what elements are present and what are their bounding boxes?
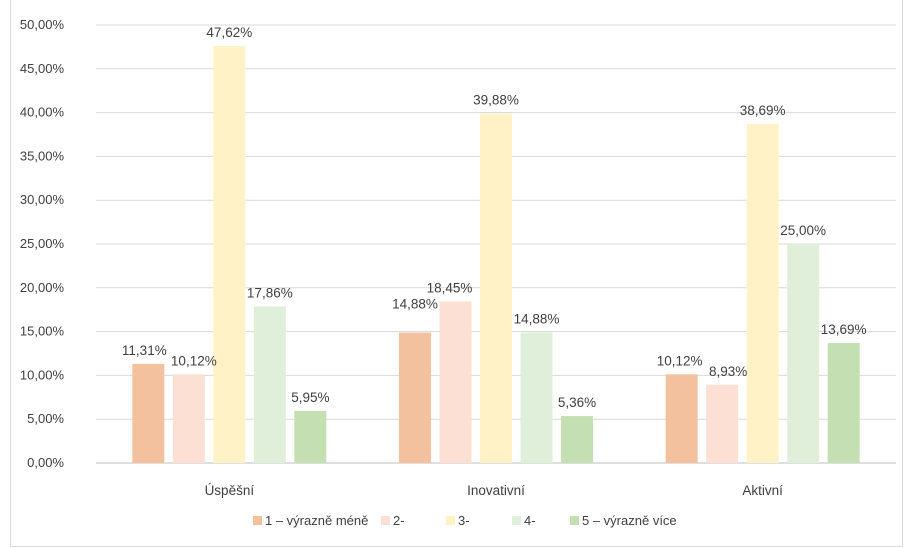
bar (439, 301, 472, 463)
bar (213, 45, 246, 463)
x-category-label: Úspěšní (205, 483, 255, 498)
legend-label: 1 – výrazně méně (265, 513, 368, 528)
chart-frame (10, 0, 903, 547)
bar (132, 363, 165, 463)
data-labels: 11,31% 10,12% 47,62% 17,86% 5,95% 14,88% 18,45… (122, 25, 867, 410)
data-label: 17,86% (247, 286, 293, 301)
legend-label: 3- (458, 513, 470, 528)
data-label: 11,31% (122, 343, 167, 358)
y-tick-label: 40,00% (20, 105, 65, 120)
data-label: 38,69% (740, 103, 786, 118)
data-label: 14,88% (514, 312, 560, 327)
bar (172, 374, 205, 463)
bars (132, 45, 860, 464)
legend-swatch (446, 516, 455, 525)
data-label: 13,69% (821, 322, 867, 337)
y-tick-label: 25,00% (20, 236, 65, 251)
y-tick-label: 30,00% (20, 192, 65, 207)
data-label: 10,12% (657, 353, 703, 368)
bar (520, 332, 553, 463)
data-label: 5,95% (291, 390, 329, 405)
bar (746, 124, 779, 464)
y-tick-label: 0,00% (27, 455, 64, 470)
bar (706, 384, 739, 463)
data-label: 10,12% (171, 353, 217, 368)
x-category-label: Inovativní (467, 483, 525, 498)
data-label: 39,88% (473, 93, 519, 108)
data-label: 8,93% (709, 364, 747, 379)
legend-label: 2- (393, 513, 405, 528)
bar (253, 306, 286, 463)
y-tick-label: 5,00% (27, 411, 64, 426)
y-tick-label: 50,00% (20, 17, 65, 32)
y-tick-label: 35,00% (20, 148, 65, 163)
y-tick-label: 20,00% (20, 280, 65, 295)
legend-swatch (381, 516, 390, 525)
data-label: 18,45% (427, 280, 473, 295)
legend-swatch (512, 516, 521, 525)
bar (665, 374, 698, 463)
data-label: 25,00% (780, 223, 826, 238)
bar (480, 113, 512, 464)
y-tick-label: 15,00% (20, 324, 65, 339)
legend-label: 5 – výrazně více (582, 513, 677, 528)
y-tick-label: 45,00% (20, 61, 65, 76)
bar (827, 343, 860, 463)
legend-swatch (570, 516, 579, 525)
x-axis: Úspěšní Inovativní Aktivní (205, 483, 784, 498)
bar (561, 416, 593, 463)
y-tick-label: 10,00% (20, 367, 65, 382)
legend: 1 – výrazně méně 2- 3- 4- 5 – výrazně více (253, 513, 677, 528)
bar (294, 410, 327, 463)
y-axis-ticks: 0,00% 5,00% 10,00% 15,00% 20,00% 25,00% 30,00%… (20, 17, 65, 470)
data-label: 14,88% (392, 297, 438, 312)
data-label: 47,62% (206, 25, 252, 40)
legend-label: 4- (524, 513, 536, 528)
legend-swatch (253, 516, 262, 525)
data-label: 5,36% (558, 395, 596, 410)
x-category-label: Aktivní (742, 483, 783, 498)
bar (399, 332, 431, 463)
bar (787, 244, 820, 463)
